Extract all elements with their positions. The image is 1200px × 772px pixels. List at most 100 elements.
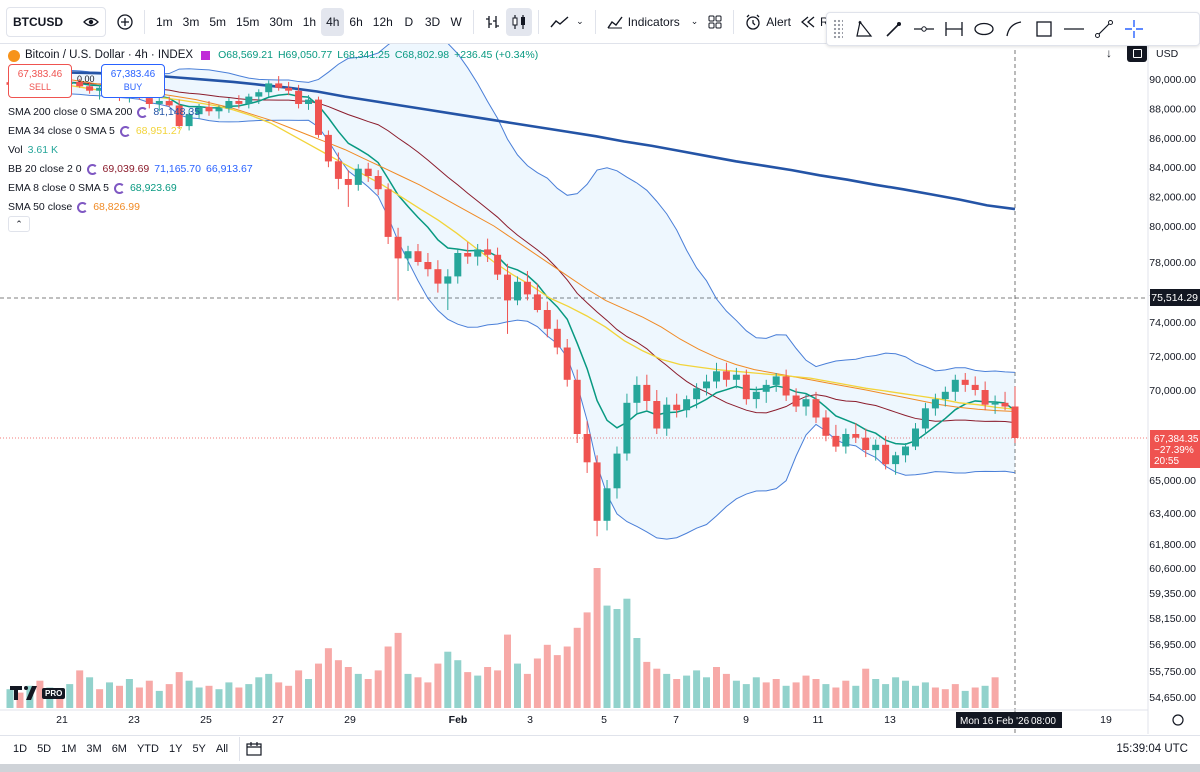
sync-icon[interactable] <box>119 126 131 137</box>
indicators-label: Indicators <box>627 14 680 29</box>
candle-body <box>434 269 442 284</box>
compare-add-button[interactable] <box>112 8 138 36</box>
interval-4h[interactable]: 4h <box>321 7 345 36</box>
volume-bar <box>703 677 710 708</box>
volume-bar <box>543 644 551 708</box>
range-1y[interactable]: 1Y <box>168 742 183 755</box>
interval-30m[interactable]: 30m <box>269 14 293 29</box>
interval-D[interactable]: D <box>404 14 414 29</box>
candle-body <box>961 379 969 385</box>
sync-icon[interactable] <box>137 107 149 118</box>
time-tick-label: 13 <box>884 714 896 726</box>
range-5d[interactable]: 5D <box>37 742 52 755</box>
interval-3m[interactable]: 3m <box>182 14 200 29</box>
volume-bar <box>315 663 322 708</box>
interval-3D[interactable]: 3D <box>424 14 441 29</box>
candle-body <box>752 391 760 400</box>
candles-icon <box>512 14 526 29</box>
time-tick-label: 11 <box>813 714 824 726</box>
candle-body <box>504 274 511 301</box>
interval-6h[interactable]: 6h <box>349 14 363 29</box>
volume-bar <box>643 661 651 708</box>
range-tool[interactable] <box>939 15 969 43</box>
candle-body <box>563 347 571 380</box>
line-style-button[interactable]: ⌄ <box>545 8 589 36</box>
candles-style-button[interactable] <box>506 7 533 36</box>
fullscreen-button[interactable] <box>1127 44 1147 62</box>
study-row[interactable]: SMA 200 close 0 SMA 200 81,148.35 <box>8 103 538 122</box>
interval-12h[interactable]: 12h <box>372 14 393 29</box>
candle-body <box>822 417 830 436</box>
candle-body <box>782 376 790 396</box>
interval-W[interactable]: W <box>450 14 462 29</box>
range-all[interactable]: All <box>215 742 229 755</box>
candle-body <box>364 168 372 176</box>
goto-date-button[interactable] <box>246 741 262 756</box>
candle-body <box>305 99 312 104</box>
study-row[interactable]: Vol 3.61 K <box>8 141 538 160</box>
volume-bar <box>165 684 173 708</box>
bollinger-fill <box>10 44 1015 540</box>
sync-icon[interactable] <box>113 183 125 194</box>
study-row[interactable]: EMA 34 close 0 SMA 5 68,951.27 <box>8 122 538 141</box>
candle-body <box>633 384 641 403</box>
bar-style-button[interactable] <box>480 8 506 36</box>
price-chart[interactable]: 90,000.00 88,000.00 86,000.00 84,000.00 82,0… <box>0 44 1200 734</box>
bollinger-upper-line <box>9 44 1016 373</box>
volume-bar <box>951 684 959 708</box>
range-5y[interactable]: 5Y <box>192 742 206 755</box>
volume-bar <box>16 692 24 708</box>
interval-15m[interactable]: 15m <box>236 14 260 29</box>
range-1m[interactable]: 1M <box>61 742 77 755</box>
range-3m[interactable]: 3M <box>86 742 102 755</box>
crosshair-price-tag <box>1150 289 1200 306</box>
drag-handle[interactable] <box>833 19 843 39</box>
plus-circle-icon <box>117 13 133 30</box>
bar-countdown: 20:55 <box>1154 456 1179 467</box>
legend-collapse-button[interactable]: ⌃ <box>8 216 30 232</box>
range-1d[interactable]: 1D <box>13 742 28 755</box>
drawing-toolbar <box>826 12 1200 46</box>
volume-bar <box>742 684 750 708</box>
flag-icon[interactable] <box>201 51 211 60</box>
currency-label[interactable]: USD <box>1156 48 1179 60</box>
ellipse-tool[interactable] <box>969 15 999 43</box>
study-value: 71,165.70 <box>154 163 201 175</box>
rectangle-tool[interactable] <box>1029 15 1059 43</box>
sell-button[interactable]: 67,383.46 SELL <box>8 64 72 98</box>
time-tick-label: 25 <box>200 714 212 726</box>
candle-body <box>494 254 502 275</box>
interval-1m[interactable]: 1m <box>156 14 173 29</box>
volume-bar <box>752 677 760 708</box>
utc-clock[interactable]: 15:39:04 UTC <box>1116 742 1188 755</box>
layouts-button[interactable] <box>703 8 727 36</box>
alert-button[interactable]: Alert <box>740 8 796 36</box>
triangle-tool[interactable] <box>849 15 879 43</box>
study-row[interactable]: BB 20 close 2 0 69,039.69 71,165.70 66,913.… <box>8 160 538 179</box>
axis-settings-button[interactable]: ↓ <box>1106 46 1112 60</box>
sync-icon[interactable] <box>77 202 89 213</box>
line-tool[interactable] <box>1059 15 1089 43</box>
symbol-search[interactable]: BTCUSD <box>6 6 106 37</box>
interval-5m[interactable]: 5m <box>209 14 227 29</box>
candle-body <box>991 402 999 405</box>
buy-button[interactable]: 67,383.46 BUY <box>101 64 165 98</box>
horizontal-ray-tool[interactable] <box>909 15 939 43</box>
brush-tool[interactable] <box>879 15 909 43</box>
volume-bar <box>384 646 392 708</box>
indicators-button[interactable]: Indicators ⌄ <box>602 8 704 36</box>
curve-tool[interactable] <box>999 15 1029 43</box>
candle-body <box>663 404 671 429</box>
range-ytd[interactable]: YTD <box>136 742 159 755</box>
interval-1h[interactable]: 1h <box>302 14 317 29</box>
volume-bar <box>334 660 342 708</box>
sync-icon[interactable] <box>86 164 98 175</box>
trendline-tool[interactable] <box>1089 15 1119 43</box>
volume-bar <box>494 670 502 708</box>
study-row[interactable]: SMA 50 close 68,826.99 <box>8 198 538 217</box>
crosshair-tool[interactable] <box>1119 15 1149 43</box>
range-6m[interactable]: 6M <box>111 742 127 755</box>
study-row[interactable]: EMA 8 close 0 SMA 5 68,923.69 <box>8 179 538 198</box>
candle-body <box>613 453 621 489</box>
crosshair-date-tag <box>956 712 1062 728</box>
